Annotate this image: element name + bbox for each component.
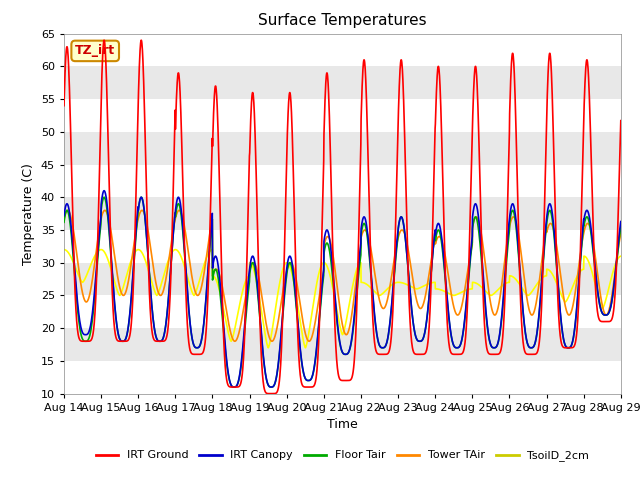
Bar (64, 295, 621, 328)
Y-axis label: Temperature (C): Temperature (C) (22, 163, 35, 264)
Bar (64, 361, 621, 394)
Title: Surface Temperatures: Surface Temperatures (258, 13, 427, 28)
Bar (64, 132, 621, 165)
X-axis label: Time: Time (327, 418, 358, 431)
Bar (64, 34, 621, 66)
Legend: IRT Ground, IRT Canopy, Floor Tair, Tower TAir, TsoilD_2cm: IRT Ground, IRT Canopy, Floor Tair, Towe… (91, 446, 594, 466)
Bar (64, 263, 621, 295)
Bar (64, 197, 621, 230)
Bar (64, 99, 621, 132)
Bar (64, 165, 621, 197)
Bar (64, 328, 621, 361)
Text: TZ_irt: TZ_irt (75, 44, 115, 58)
Bar (64, 66, 621, 99)
Bar (64, 230, 621, 263)
